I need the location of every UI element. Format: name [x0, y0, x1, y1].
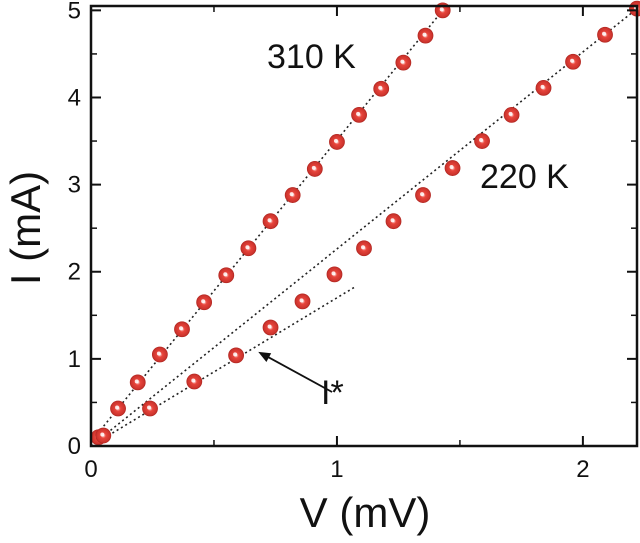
data-point-highlight: [361, 245, 365, 250]
tick-labels: 0 1 2 0 1 2 3 4 5: [68, 0, 590, 483]
data-point-highlight: [100, 432, 105, 437]
text-labels: V (mV) I (mA) 310 K 220 K I*: [2, 38, 569, 536]
data-point-highlight: [390, 218, 395, 223]
x-tick-label: 1: [330, 456, 343, 483]
data-point-highlight: [201, 299, 206, 304]
data-point-highlight: [400, 59, 405, 64]
data-point-highlight: [299, 298, 304, 303]
y-tick-label: 1: [68, 346, 81, 373]
series-label-220k: 220 K: [480, 158, 569, 196]
data-point-highlight: [422, 32, 427, 37]
y-tick-label: 3: [68, 172, 81, 199]
data-point-highlight: [378, 85, 383, 90]
data-point-highlight: [439, 7, 444, 12]
data-point-highlight: [449, 165, 454, 170]
data-point-highlight: [289, 192, 294, 197]
data-point-highlight: [223, 272, 228, 277]
data-point-highlight: [245, 245, 250, 250]
y-tick-label: 5: [68, 0, 81, 24]
annotation-istar-label: I*: [321, 374, 344, 412]
axes: [89, 4, 639, 448]
y-tick-label: 0: [68, 433, 81, 460]
data-point-highlight: [267, 218, 272, 223]
data-point-highlight: [420, 192, 425, 197]
data-point-highlight: [311, 165, 316, 170]
data-point-highlight: [156, 351, 161, 356]
annotation-arrow-line: [263, 354, 333, 393]
low-current-fit-line: [90, 286, 355, 447]
x-tick-label: 2: [576, 456, 589, 483]
data-point-highlight: [267, 324, 272, 329]
data-point-highlight: [333, 138, 338, 143]
data-point-highlight: [570, 58, 575, 63]
data-point-highlight: [191, 378, 196, 383]
y-tick-label: 2: [68, 259, 81, 286]
data-point-highlight: [134, 379, 139, 384]
x-tick-label: 0: [84, 456, 97, 483]
data-point-highlight: [147, 405, 152, 410]
y-axis-label: I (mA): [2, 171, 49, 285]
fit-lines: [90, 7, 638, 447]
data-markers: [90, 0, 640, 446]
data-point-highlight: [331, 271, 336, 276]
series-label-310k: 310 K: [267, 38, 356, 76]
y-tick-label: 4: [68, 84, 81, 111]
x-axis-label: V (mV): [300, 489, 431, 536]
data-point-highlight: [115, 405, 120, 410]
data-point-highlight: [179, 326, 183, 331]
data-point-highlight: [233, 352, 238, 357]
plot-frame: [89, 4, 639, 448]
data-point-highlight: [602, 31, 607, 36]
fit-line-series-1: [90, 7, 638, 447]
annotation-arrow-head: [258, 351, 272, 363]
data-point-highlight: [540, 84, 545, 89]
data-point-highlight: [479, 138, 484, 143]
data-point-highlight: [356, 111, 361, 116]
data-point-highlight: [508, 111, 513, 116]
